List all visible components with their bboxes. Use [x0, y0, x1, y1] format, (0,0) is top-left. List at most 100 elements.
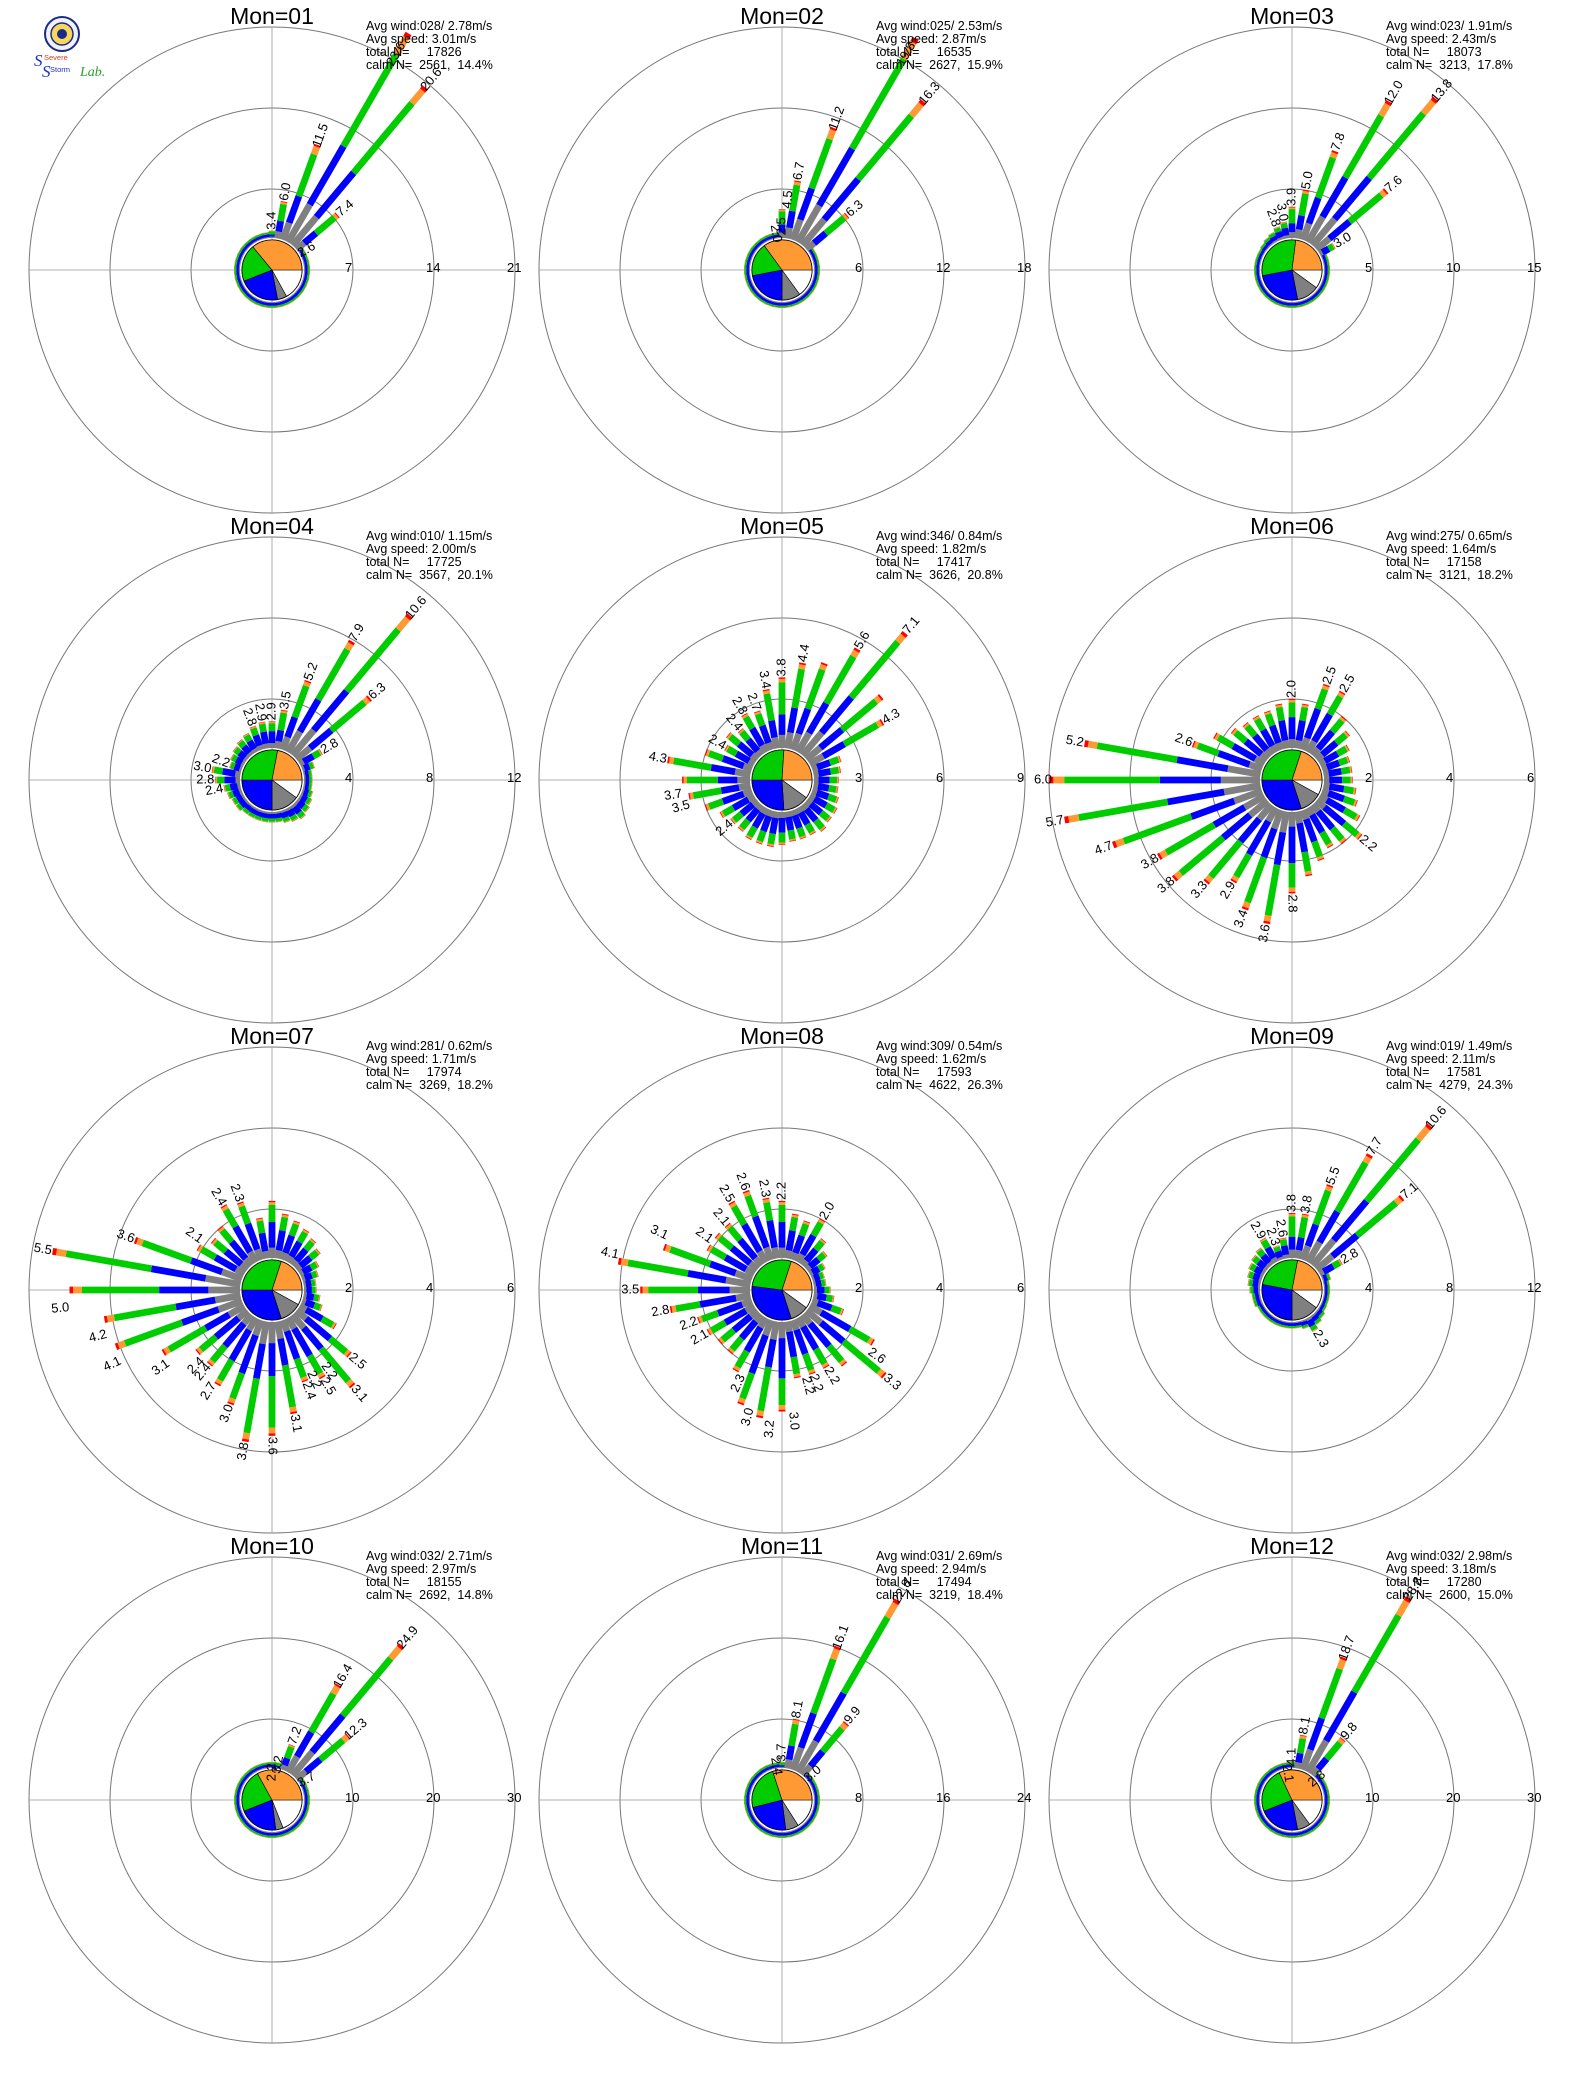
- wind-bar-segment: [315, 647, 351, 702]
- wind-bar-segment: [806, 701, 830, 735]
- bar-percent-label: 7.9: [345, 621, 367, 644]
- wind-bar-segment: [123, 1319, 184, 1347]
- wind-bar-segment: [1335, 745, 1348, 757]
- ring-tick-label: 2: [1365, 770, 1372, 785]
- wind-bar-segment: [1279, 1237, 1287, 1241]
- wind-bar-segment: [1349, 766, 1352, 774]
- wind-bar-segment: [1237, 816, 1262, 844]
- ring-tick-label: 15: [1527, 260, 1541, 275]
- wind-bar-segment: [1322, 260, 1326, 268]
- pie-slice: [751, 779, 785, 811]
- wind-bar-segment: [295, 1818, 302, 1826]
- wind-bar-segment: [1343, 785, 1355, 795]
- stat-total: total N= 17417: [876, 555, 972, 569]
- wind-bar-segment: [1271, 296, 1279, 303]
- wind-bar-segment: [294, 1730, 315, 1759]
- wind-bar-segment: [745, 279, 750, 287]
- wind-bar-segment: [778, 303, 786, 306]
- wind-bar-segment: [742, 715, 756, 731]
- wind-bar-segment: [737, 728, 744, 734]
- wind-bar-segment: [826, 1343, 845, 1364]
- wind-bar-segment: [1326, 1809, 1329, 1817]
- wind-bar-segment: [838, 755, 842, 763]
- wind-bar-segment: [741, 713, 749, 719]
- wind-bar-segment: [262, 1764, 270, 1769]
- wind-bar-segment: [1257, 1784, 1263, 1792]
- wind-bar-segment: [744, 1790, 746, 1797]
- wind-bar-segment: [1320, 764, 1329, 773]
- wind-bar-segment: [245, 295, 252, 301]
- wind-bar-segment: [1282, 1830, 1290, 1834]
- wind-bar-segment: [795, 731, 813, 754]
- wind-bar-segment: [1248, 761, 1264, 773]
- wind-bar-segment: [268, 813, 276, 819]
- wind-bar-segment: [747, 254, 753, 262]
- wind-bar-segment: [1336, 1658, 1347, 1671]
- wind-bar-segment: [1329, 718, 1345, 735]
- wind-bar-segment: [1347, 756, 1351, 763]
- wind-bar-segment: [810, 1221, 824, 1238]
- wind-bar-segment: [816, 279, 819, 287]
- stat-avg-wind: Avg wind:010/ 1.15m/s: [366, 529, 492, 543]
- wind-bar-segment: [1327, 1286, 1330, 1294]
- bar-percent-label: 12.0: [1380, 78, 1406, 107]
- wind-bar-segment: [315, 1248, 321, 1254]
- wind-bar-segment: [744, 1303, 756, 1314]
- wind-bar-segment: [300, 814, 306, 820]
- wind-bar-segment: [767, 843, 775, 847]
- wind-bar-segment: [772, 1764, 780, 1769]
- wind-bar-segment: [820, 1726, 845, 1754]
- wind-bar-segment: [1324, 776, 1330, 784]
- wind-bar-segment: [300, 277, 305, 285]
- wind-bar-segment: [728, 1200, 736, 1206]
- wind-bar-segment: [745, 737, 761, 754]
- wind-bar-segment: [1306, 1829, 1314, 1835]
- wind-bar-segment: [1269, 724, 1282, 745]
- stat-total: total N= 18155: [366, 1575, 462, 1589]
- wind-bar-segment: [818, 273, 821, 280]
- ring-tick-label: 5: [1365, 260, 1372, 275]
- wind-bar-segment: [791, 304, 799, 307]
- wind-bar-segment: [300, 1274, 307, 1283]
- wind-bar-segment: [1299, 1318, 1307, 1323]
- wind-bar-segment: [723, 1254, 748, 1273]
- wind-bar-segment: [1231, 874, 1240, 882]
- wind-bar-segment: [403, 31, 412, 40]
- wind-bar-segment: [235, 1809, 238, 1817]
- wind-bar-segment: [707, 1245, 714, 1253]
- wind-bar-segment: [279, 221, 293, 242]
- wind-bar-segment: [1322, 285, 1327, 292]
- wind-bar-segment: [227, 792, 230, 800]
- wind-bar-segment: [274, 300, 282, 304]
- wind-bar-segment: [1326, 1292, 1330, 1300]
- wind-bar-segment: [1257, 1778, 1261, 1785]
- wind-bar-segment: [1265, 296, 1271, 302]
- wind-bar-segment: [256, 1218, 264, 1222]
- wind-bar-segment: [236, 1307, 250, 1321]
- wind-bar-segment: [214, 1381, 222, 1387]
- wind-bar-segment: [758, 1772, 765, 1778]
- wind-bar-segment: [141, 1239, 193, 1264]
- wind-bar-segment: [1256, 1248, 1266, 1258]
- stat-calm: calm N= 3269, 18.2%: [366, 1078, 493, 1092]
- wind-bar-segment: [288, 1240, 303, 1259]
- wind-bar-segment: [1321, 1298, 1327, 1306]
- wind-bar-segment: [310, 769, 313, 777]
- wind-bar-segment: [718, 1337, 725, 1345]
- wind-bar-segment: [235, 279, 240, 287]
- wind-bar-segment: [261, 820, 269, 823]
- wind-bar-segment: [258, 723, 267, 733]
- wind-bar-segment: [290, 293, 298, 300]
- wind-bar-segment: [841, 1361, 848, 1367]
- wind-bar-segment: [823, 215, 847, 236]
- wind-bar-segment: [235, 805, 241, 812]
- wind-bar-segment: [52, 1247, 58, 1256]
- wind-bar-segment: [812, 1815, 817, 1822]
- wind-bar-segment: [792, 1234, 805, 1255]
- wind-bar-segment: [900, 630, 908, 638]
- wind-bar-segment: [749, 255, 754, 263]
- wind-bar-segment: [1255, 1247, 1262, 1253]
- wind-bar-segment: [305, 807, 310, 813]
- bar-percent-label: 4.2: [87, 1326, 108, 1345]
- wind-bar-segment: [741, 1222, 763, 1254]
